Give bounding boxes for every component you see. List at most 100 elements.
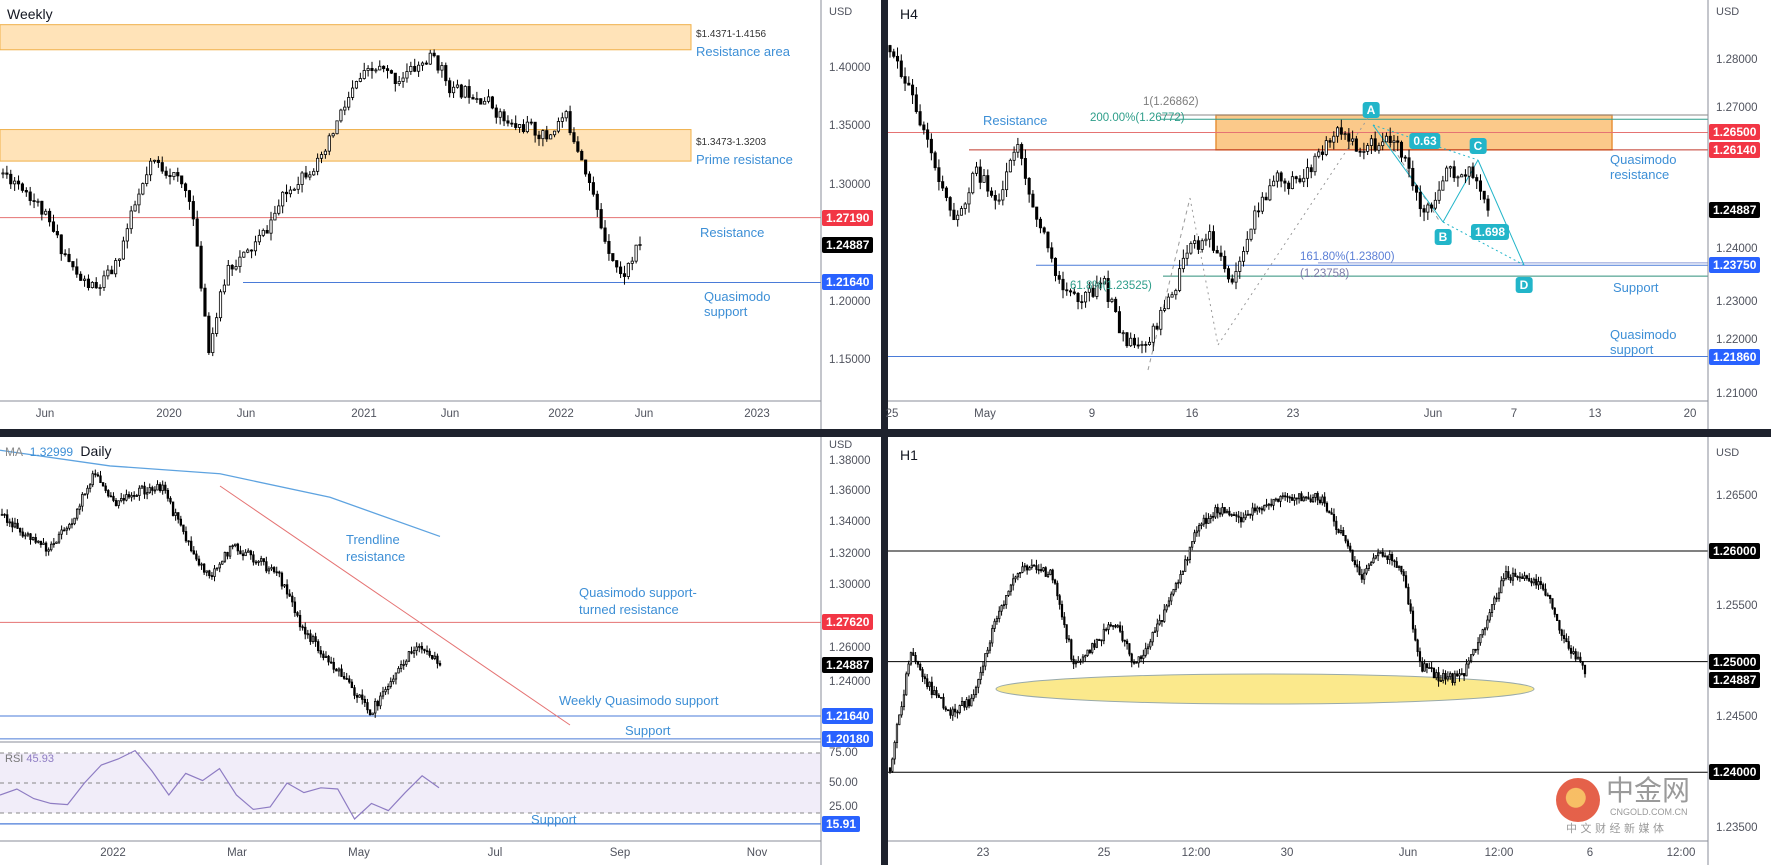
h1-candle [1558,620,1561,631]
h1-candle [1277,498,1280,502]
daily-candle [218,563,221,569]
price-tick-label: 1.24000 [829,675,871,688]
daily-candle [91,473,94,486]
h1-candle [1132,661,1136,664]
quasimodo-support-label: Quasimodo support [704,289,771,319]
h1-candle [1019,571,1022,575]
daily-candle [337,668,341,672]
h4-candle [1309,167,1313,173]
daily-candle [306,633,310,636]
h4-candle [1046,231,1050,249]
daily-candle [57,533,61,543]
price-tick-label: 1.38000 [829,455,871,467]
daily-candle [81,493,84,507]
price-tick-label: 1.25500 [1716,600,1758,613]
daily-candle [65,527,68,531]
h1-candle [1284,495,1287,498]
price-tick-label: 1.28000 [1716,54,1758,66]
daily-candle [26,533,30,536]
weekly-candle [630,260,634,264]
rsi-support-label: Support [531,812,577,827]
daily-candle [208,570,211,577]
h4-candle [1147,341,1152,346]
daily-candle [226,551,229,557]
h1-candle [1532,578,1535,584]
price-tick-label: 1.27000 [1716,102,1758,115]
weekly-title: Weekly [7,6,53,22]
h4-candle [1317,151,1321,157]
h1-candle [1281,495,1284,498]
h1-candle [972,694,975,699]
h1-candle [1002,604,1005,607]
h1-candle [1356,564,1359,568]
daily-candle [125,494,128,501]
h1-candle [1179,574,1182,584]
h1-candle [991,628,994,644]
h4-candle [1121,332,1125,335]
weekly-candle [300,172,304,185]
h1-candle [1207,518,1210,524]
weekly-candle [545,130,549,140]
h4-resistance-label: Resistance [983,113,1048,128]
h4-candle [1114,298,1118,313]
h4-candle [1347,133,1351,142]
rsi-line [0,749,440,820]
resistance-zone [0,129,692,162]
h1-candle [1128,643,1131,655]
h4-candle [1283,180,1287,184]
h1-candle [1388,554,1391,560]
h1-candle [1346,540,1350,547]
h1-candle [965,699,968,708]
h1-candle [1421,661,1424,672]
daily-candle [259,558,263,562]
weekly-candle [145,174,149,184]
price-tick-label: 1.35000 [829,120,871,133]
h4-candle [1354,138,1358,152]
time-tick-label: 6 [1586,847,1594,859]
h1-candle [1030,564,1033,569]
h1-candle [1274,498,1277,501]
h1-candle [1091,643,1094,653]
h4-candle [1328,140,1332,143]
daily-candle [438,663,442,666]
weekly-candle [607,241,611,254]
h4-candle [1377,145,1381,151]
h1-candle [1574,651,1577,660]
h1-candle [1249,513,1252,516]
h4-candle [1433,199,1437,209]
h1-candle [1135,661,1138,664]
h1-candle [1460,673,1463,675]
h4-candle [1482,190,1486,200]
weekly-candle [106,269,110,277]
h1-candle [1560,629,1563,636]
weekly-candle [518,124,522,128]
daily-candle [397,667,400,674]
price-badge: 1.24887 [1709,202,1761,219]
h4-candle [1343,133,1347,136]
daily-candle [174,512,177,516]
daily-candle [296,612,299,616]
h1-candle [1218,512,1222,515]
h1-candle [900,706,903,716]
h1-candle [963,700,966,708]
h4-candle [1204,238,1208,242]
h4-candle [1366,145,1370,152]
daily-candle [99,475,102,484]
weekly-candle [195,218,199,247]
price-badge: 1.27190 [822,209,874,226]
weekly-candle [156,159,160,163]
weekly-candle [133,204,137,212]
weekly-candle [366,68,370,71]
h1-candle [951,708,954,716]
h1-candle [1490,604,1494,614]
h1-candle [1081,656,1085,663]
h4-candle [1087,287,1091,293]
h4-candle [1294,176,1298,180]
daily-candle [384,689,387,693]
h4-candle [892,51,896,57]
weekly-candle [506,120,510,124]
weekly-candle [117,258,122,261]
h4-candle [1038,218,1042,229]
h4-candle [1125,332,1129,347]
